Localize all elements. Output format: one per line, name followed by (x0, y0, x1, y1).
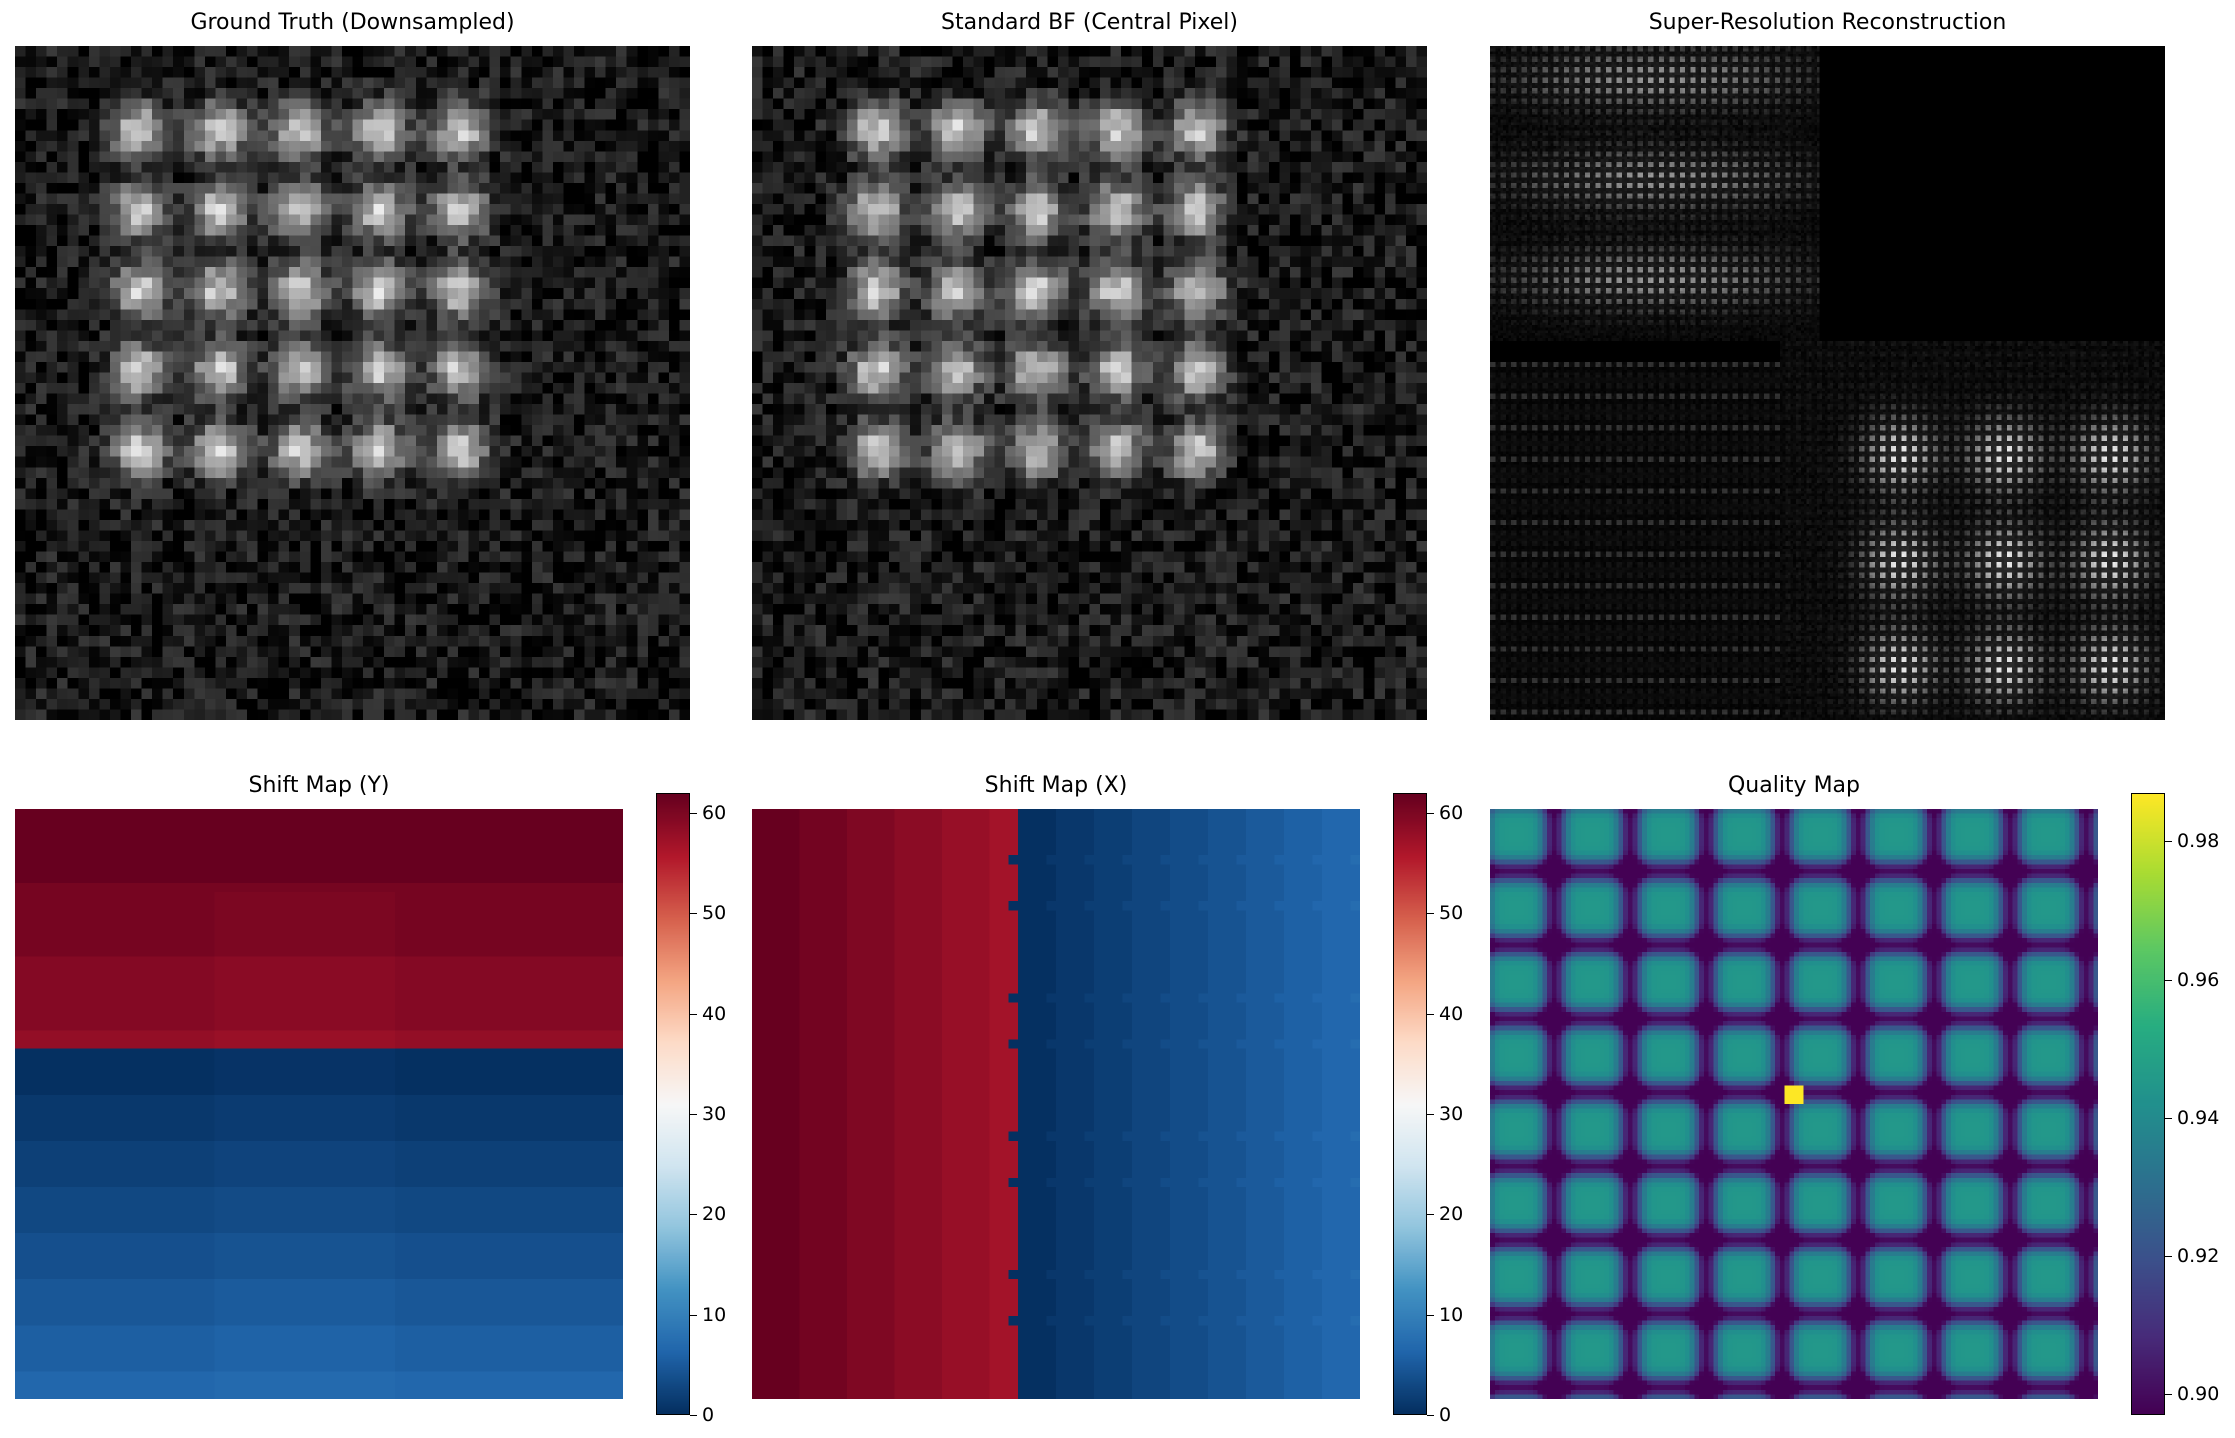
quality-map-colorbar-tick-label: 0.92 (2177, 1245, 2220, 1268)
quality-map-colorbar-tick (2165, 1256, 2172, 1258)
shift-map-x-colorbar-tick (1427, 813, 1434, 815)
shift-map-y-colorbar-tick (690, 813, 697, 815)
shift-map-x-colorbar-tick-label: 50 (1439, 902, 1464, 925)
shift-map-y-colorbar (656, 793, 690, 1415)
shift-map-y-colorbar-tick (690, 1013, 697, 1015)
shift-map-y-colorbar-tick (690, 1415, 697, 1416)
shift-map-x-colorbar-tick-label: 10 (1439, 1303, 1464, 1326)
panel-title-standard-bf: Standard BF (Central Pixel) (941, 10, 1238, 35)
shift-map-y-colorbar-tick (690, 1314, 697, 1316)
panel-title-super-resolution: Super-Resolution Reconstruction (1648, 10, 2007, 35)
shift-map-y-colorbar-tick-label: 10 (702, 1303, 727, 1326)
shift-map-x-colorbar-tick (1427, 1114, 1434, 1116)
quality-map-colorbar-tick (2165, 979, 2172, 981)
panel-title-quality-map: Quality Map (1727, 773, 1861, 798)
standard-bf-image (752, 46, 1427, 720)
shift-map-x-colorbar-tick (1427, 1314, 1434, 1316)
shift-map-y-colorbar-tick-label: 60 (702, 802, 727, 825)
panel-title-shift-map-y: Shift Map (Y) (248, 773, 390, 798)
shift-map-x-colorbar-tick-label: 30 (1439, 1103, 1464, 1126)
quality-map-colorbar-tick (2165, 1394, 2172, 1396)
panel-title-shift-map-x: Shift Map (X) (984, 773, 1128, 798)
shift-map-x-colorbar-tick (1427, 1214, 1434, 1216)
super-resolution-image (1490, 46, 2165, 720)
shift-map-y-colorbar-tick-label: 0 (702, 1404, 715, 1426)
quality-map-colorbar-tick (2165, 1117, 2172, 1119)
quality-map-colorbar-tick-label: 0.90 (2177, 1383, 2220, 1406)
shift-map-y-image (15, 809, 623, 1399)
shift-map-x-colorbar-tick-label: 0 (1439, 1404, 1452, 1426)
shift-map-y-colorbar-tick-label: 40 (702, 1002, 727, 1025)
shift-map-x-colorbar-tick-label: 60 (1439, 802, 1464, 825)
quality-map-colorbar-tick (2165, 841, 2172, 843)
shift-map-x-image (752, 809, 1360, 1399)
shift-map-x-colorbar-tick-label: 20 (1439, 1203, 1464, 1226)
shift-map-y-colorbar-tick (690, 913, 697, 915)
shift-map-x-colorbar-tick (1427, 1013, 1434, 1015)
shift-map-x-colorbar-tick (1427, 913, 1434, 915)
shift-map-y-colorbar-tick-label: 30 (702, 1103, 727, 1126)
shift-map-x-colorbar-tick (1427, 1415, 1434, 1416)
panel-title-ground-truth: Ground Truth (Downsampled) (190, 10, 515, 35)
shift-map-x-colorbar-tick-label: 40 (1439, 1002, 1464, 1025)
shift-map-y-colorbar-tick (690, 1214, 697, 1216)
shift-map-x-colorbar (1393, 793, 1427, 1415)
quality-map-image (1490, 809, 2098, 1399)
quality-map-colorbar (2131, 793, 2165, 1415)
ground-truth-image (15, 46, 690, 720)
shift-map-y-colorbar-tick (690, 1114, 697, 1116)
shift-map-y-colorbar-tick-label: 50 (702, 902, 727, 925)
shift-map-y-colorbar-tick-label: 20 (702, 1203, 727, 1226)
quality-map-colorbar-tick-label: 0.94 (2177, 1106, 2220, 1129)
quality-map-colorbar-tick-label: 0.96 (2177, 968, 2220, 991)
quality-map-colorbar-tick-label: 0.98 (2177, 830, 2220, 853)
